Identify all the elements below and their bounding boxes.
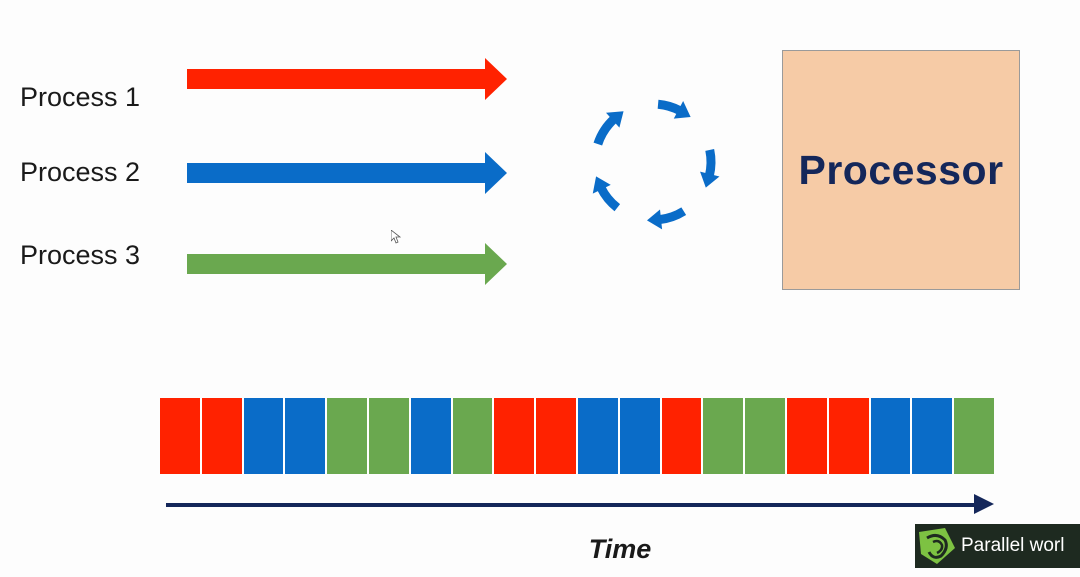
circular-arrows-icon [592,99,720,230]
time-slot-process-2 [912,398,955,474]
time-slot-process-1 [536,398,578,474]
time-slot-process-1 [160,398,202,474]
time-slot-process-3 [954,398,994,474]
processor-box: Processor [782,50,1020,290]
process-1-arrow [187,58,507,100]
time-slot-process-2 [577,398,620,474]
cycle-arrow-head [606,111,624,128]
time-slot-process-3 [703,398,746,474]
time-slot-process-2 [410,398,453,474]
time-slot-process-2 [285,398,328,474]
time-slot-process-3 [368,398,411,474]
cycle-arrow-head [592,176,611,194]
process-2-label: Process 2 [20,157,141,187]
time-axis-label: Time [588,534,652,564]
time-axis-arrow [166,494,994,514]
process-1-label: Process 1 [20,82,141,112]
cycle-arrow-head [646,209,663,230]
process-3-arrow [187,243,507,285]
cycle-arrow-segment [657,99,683,115]
time-slot-process-1 [661,398,704,474]
watermark-text: Parallel worl [961,535,1065,556]
time-slice-timeline [160,398,994,474]
time-slot-process-1 [494,398,537,474]
time-slot-process-2 [619,398,662,474]
process-3-label: Process 3 [20,240,141,270]
time-slot-process-1 [786,398,829,474]
cycle-arrow-head [673,101,691,119]
cycle-arrow-head [700,171,720,188]
watermark: Parallel worl [915,524,1080,568]
time-slot-process-3 [452,398,495,474]
watermark-logo-icon [919,528,955,564]
time-slot-process-2 [243,398,286,474]
cycle-arrow-segment [658,207,687,225]
cycle-arrow-segment [596,185,621,212]
cycle-arrow-segment [593,115,618,146]
time-slot-process-1 [201,398,244,474]
cycle-arrow-segment [704,149,716,178]
process-2-arrow [187,152,507,194]
mouse-pointer-icon [391,230,401,244]
time-slot-process-2 [870,398,913,474]
time-slot-process-3 [327,398,369,474]
time-slot-process-1 [828,398,871,474]
processor-label: Processor [798,146,1004,193]
time-slot-process-3 [745,398,787,474]
